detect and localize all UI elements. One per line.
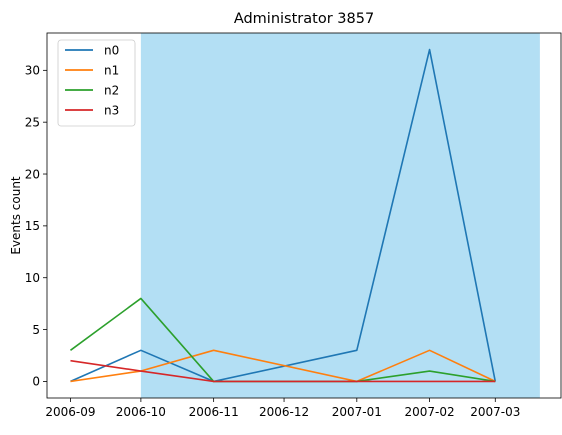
chart-title: Administrator 3857 (234, 11, 374, 27)
y-axis: 0 5 10 15 20 25 30 (25, 64, 47, 389)
legend-label-n0: n0 (104, 43, 119, 57)
x-tick-label: 2006-09 (45, 405, 95, 419)
legend-label-n3: n3 (104, 103, 119, 117)
series-line-n3 (70, 359, 496, 383)
y-tick-label: 25 (25, 115, 40, 129)
y-tick-label: 20 (25, 167, 40, 181)
y-tick-label: 30 (25, 64, 40, 78)
y-tick-label: 5 (32, 323, 40, 337)
legend: n0 n1 n2 n3 (57, 39, 136, 127)
plot-frame (46, 32, 562, 399)
x-tick-label: 2006-11 (189, 405, 239, 419)
legend-label-n1: n1 (104, 63, 119, 77)
plot-area (69, 33, 540, 398)
x-tick-label: 2006-10 (116, 405, 166, 419)
shaded-region (140, 33, 540, 398)
x-tick-label: 2007-03 (470, 405, 520, 419)
legend-box (57, 39, 136, 127)
y-tick-label: 0 (32, 375, 40, 389)
x-tick-label: 2007-01 (332, 405, 382, 419)
series-line-n1 (70, 349, 496, 383)
x-tick-label: 2007-02 (404, 405, 454, 419)
legend-label-n2: n2 (104, 83, 119, 97)
x-axis: 2006-09 2006-10 2006-11 2006-12 2007-01 2007-… (45, 398, 520, 419)
y-tick-label: 15 (25, 219, 40, 233)
y-tick-label: 10 (25, 271, 40, 285)
y-axis-label: Events count (9, 176, 23, 255)
x-tick-label: 2006-12 (259, 405, 309, 419)
